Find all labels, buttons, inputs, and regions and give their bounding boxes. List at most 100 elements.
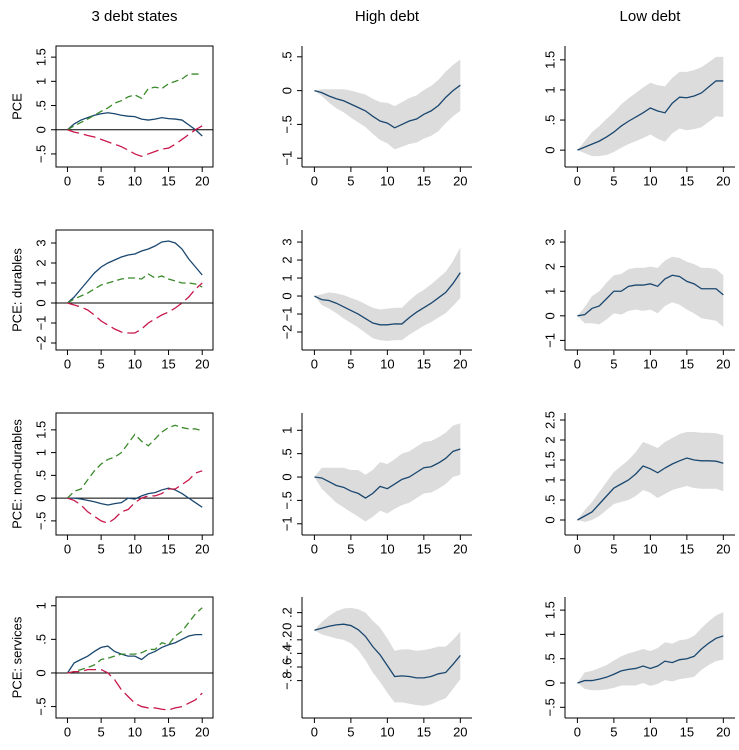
series-line (66, 424, 203, 499)
y-tick-label: 0 (279, 623, 294, 630)
y-tick-label: 2.5 (542, 411, 557, 429)
y-tick-label: .5 (542, 653, 557, 664)
confidence-band (314, 247, 461, 342)
y-tick-label: 2 (542, 263, 557, 270)
x-tick-label: 0 (64, 356, 71, 371)
y-tick-label: .5 (279, 51, 294, 62)
x-tick-label: 0 (311, 724, 318, 739)
y-tick-label: −2 (279, 325, 294, 340)
x-tick-label: 15 (161, 724, 175, 739)
confidence-band (314, 59, 461, 150)
y-tick-label: −.4 (279, 644, 294, 662)
confidence-band (314, 607, 461, 706)
x-tick-label: 20 (716, 541, 730, 556)
series-line (66, 633, 203, 674)
column-title: High debt (355, 8, 420, 25)
series-line (314, 448, 461, 499)
y-tick-label: −1 (33, 316, 48, 331)
series-line (67, 112, 203, 137)
series-line (67, 73, 203, 131)
y-tick-label: −1 (279, 516, 294, 531)
y-tick-label: 0 (279, 292, 294, 299)
series-line (67, 470, 203, 524)
series-line (314, 272, 461, 326)
x-tick-label: 5 (610, 724, 617, 739)
y-tick-label: 0 (542, 516, 557, 523)
x-tick-label: 5 (610, 173, 617, 188)
confidence-band (314, 423, 461, 522)
series-line (577, 635, 724, 684)
y-tick-label: −.5 (33, 697, 48, 715)
y-tick-label: 1 (542, 476, 557, 483)
x-tick-label: 15 (680, 541, 694, 556)
y-tick-label: −.8 (279, 671, 294, 689)
series-line (577, 80, 724, 151)
series-line (67, 273, 203, 304)
x-tick-label: 20 (716, 173, 730, 188)
plot-frame (55, 596, 214, 719)
y-tick-label: −2 (33, 336, 48, 351)
x-tick-label: 5 (610, 541, 617, 556)
y-tick-label: .5 (33, 100, 48, 111)
x-tick-label: 20 (453, 173, 467, 188)
x-tick-label: 15 (161, 356, 175, 371)
x-tick-label: 5 (610, 356, 617, 371)
plot-frame (55, 412, 214, 536)
x-tick-label: 0 (64, 724, 71, 739)
y-tick-label: 0 (33, 495, 48, 502)
column-title: 3 debt states (92, 8, 178, 25)
x-tick-label: 0 (574, 724, 581, 739)
x-tick-label: 0 (64, 541, 71, 556)
x-tick-label: 5 (347, 541, 354, 556)
y-tick-label: −.5 (33, 512, 48, 530)
y-tick-label: .2 (279, 607, 294, 618)
confidence-band (577, 612, 724, 691)
y-tick-label: 1.5 (542, 451, 557, 469)
x-tick-label: 10 (380, 541, 394, 556)
row-label: PCE: durables (9, 248, 24, 332)
y-tick-label: −1 (279, 151, 294, 166)
confidence-band (577, 256, 724, 327)
y-tick-label: 2 (279, 256, 294, 263)
series-line (67, 668, 203, 711)
x-tick-label: 0 (574, 173, 581, 188)
x-tick-label: 20 (716, 356, 730, 371)
y-tick-label: 0 (542, 147, 557, 154)
x-tick-label: 5 (98, 724, 105, 739)
x-tick-label: 15 (680, 356, 694, 371)
x-tick-label: 5 (98, 541, 105, 556)
plot-frame (55, 45, 214, 168)
confidence-band (577, 432, 724, 522)
x-tick-label: 0 (574, 541, 581, 556)
y-tick-label: 0 (542, 312, 557, 319)
x-tick-label: 20 (195, 541, 209, 556)
y-tick-label: −.5 (542, 698, 557, 716)
series-line (67, 282, 203, 334)
y-tick-label: 0 (279, 87, 294, 94)
x-tick-label: 20 (453, 724, 467, 739)
y-tick-label: 0 (279, 473, 294, 480)
y-tick-label: .5 (33, 470, 48, 481)
y-tick-label: .5 (542, 495, 557, 506)
x-tick-label: 20 (195, 356, 209, 371)
y-tick-label: 0 (33, 299, 48, 306)
x-tick-label: 10 (380, 173, 394, 188)
x-tick-label: 10 (128, 541, 142, 556)
y-tick-label: 1 (33, 78, 48, 85)
y-tick-label: 1 (542, 86, 557, 93)
x-tick-label: 10 (643, 356, 657, 371)
x-tick-label: 15 (417, 356, 431, 371)
x-tick-label: 5 (98, 173, 105, 188)
y-tick-label: 1.5 (542, 601, 557, 619)
y-tick-label: −.5 (279, 115, 294, 133)
x-tick-label: 5 (98, 356, 105, 371)
y-tick-label: 1.5 (33, 421, 48, 439)
x-tick-label: 15 (161, 541, 175, 556)
x-tick-label: 20 (716, 724, 730, 739)
x-tick-label: 10 (643, 541, 657, 556)
y-tick-label: −.5 (33, 145, 48, 163)
y-tick-label: 1 (542, 631, 557, 638)
x-tick-label: 5 (347, 724, 354, 739)
